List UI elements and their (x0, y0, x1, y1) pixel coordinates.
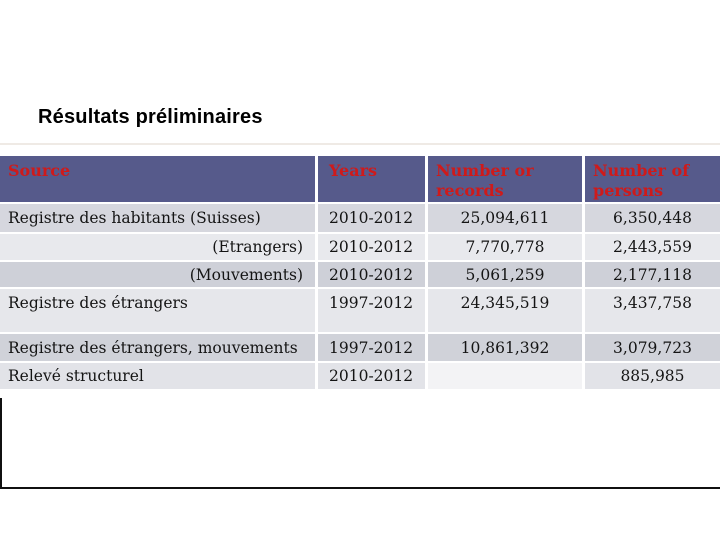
cell-years: 2010-2012 (318, 234, 425, 260)
header-cell-years: Years (318, 156, 425, 202)
cell-years: 2010-2012 (318, 363, 425, 389)
cell-years: 1997-2012 (318, 334, 425, 361)
cell-years: 1997-2012 (318, 289, 425, 332)
cell-source: (Mouvements) (0, 262, 315, 287)
slide-title: Résultats préliminaires (38, 106, 263, 128)
cell-source: (Etrangers) (0, 234, 315, 260)
table-row: (Etrangers) 2010-2012 7,770,778 2,443,55… (0, 234, 720, 260)
results-table: Source Years Number or records Number of… (0, 156, 720, 391)
cell-records (428, 363, 582, 389)
table-row: Registre des habitants (Suisses) 2010-20… (0, 204, 720, 232)
cell-years: 2010-2012 (318, 262, 425, 287)
cell-persons: 2,177,118 (585, 262, 720, 287)
cell-records: 10,861,392 (428, 334, 582, 361)
cell-records: 25,094,611 (428, 204, 582, 232)
cell-persons: 6,350,448 (585, 204, 720, 232)
cell-persons: 2,443,559 (585, 234, 720, 260)
title-divider-line (0, 143, 720, 145)
header-cell-records: Number or records (428, 156, 582, 202)
cell-records: 7,770,778 (428, 234, 582, 260)
cell-source: Registre des habitants (Suisses) (0, 204, 315, 232)
table-header-row: Source Years Number or records Number of… (0, 156, 720, 202)
cell-records: 5,061,259 (428, 262, 582, 287)
cell-persons: 3,437,758 (585, 289, 720, 332)
cell-source: Registre des étrangers (0, 289, 315, 332)
cell-source: Registre des étrangers, mouvements (0, 334, 315, 361)
cell-persons: 3,079,723 (585, 334, 720, 361)
cell-source: Relevé structurel (0, 363, 315, 389)
table-row: (Mouvements) 2010-2012 5,061,259 2,177,1… (0, 262, 720, 287)
header-cell-source: Source (0, 156, 315, 202)
table-row: Registre des étrangers 1997-2012 24,345,… (0, 289, 720, 332)
header-cell-persons: Number of persons (585, 156, 720, 202)
table-row: Relevé structurel 2010-2012 885,985 (0, 363, 720, 389)
cell-persons: 885,985 (585, 363, 720, 389)
empty-text-placeholder (0, 398, 720, 489)
cell-records: 24,345,519 (428, 289, 582, 332)
table-row: Registre des étrangers, mouvements 1997-… (0, 334, 720, 361)
cell-years: 2010-2012 (318, 204, 425, 232)
